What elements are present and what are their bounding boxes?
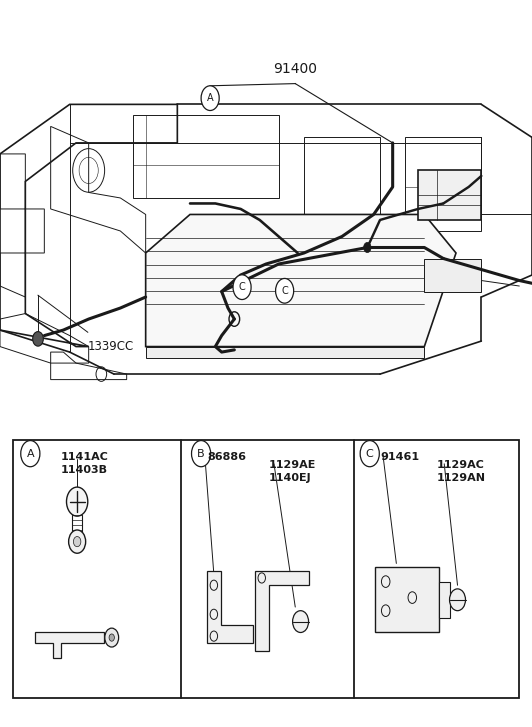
Polygon shape [146, 214, 456, 347]
Text: C: C [366, 449, 373, 459]
Circle shape [450, 589, 466, 611]
Text: 91400: 91400 [273, 63, 317, 76]
Polygon shape [207, 571, 253, 643]
Text: C: C [239, 282, 245, 292]
Text: C: C [281, 286, 288, 296]
Polygon shape [439, 582, 450, 618]
Text: 1129AE
1140EJ: 1129AE 1140EJ [269, 460, 316, 483]
Polygon shape [146, 347, 425, 358]
Circle shape [21, 441, 40, 467]
Text: 86886: 86886 [207, 452, 246, 462]
Polygon shape [375, 567, 439, 632]
Text: 1339CC: 1339CC [88, 340, 134, 353]
Circle shape [105, 628, 119, 647]
Text: A: A [207, 93, 213, 103]
Polygon shape [255, 571, 309, 651]
Circle shape [73, 537, 81, 547]
Circle shape [192, 441, 211, 467]
Circle shape [69, 530, 86, 553]
Polygon shape [425, 259, 481, 292]
Text: 1129AC
1129AN: 1129AC 1129AN [436, 460, 485, 483]
Circle shape [276, 278, 294, 303]
Circle shape [109, 634, 114, 641]
Text: 91461: 91461 [380, 452, 420, 462]
Polygon shape [418, 170, 481, 220]
Text: 1141AC
11403B: 1141AC 11403B [61, 452, 109, 475]
Text: A: A [27, 449, 34, 459]
Circle shape [32, 332, 43, 346]
Circle shape [360, 441, 379, 467]
Circle shape [363, 242, 371, 252]
Circle shape [201, 86, 219, 111]
Circle shape [233, 275, 251, 300]
Text: B: B [197, 449, 205, 459]
Polygon shape [35, 632, 104, 658]
Bar [13, 440, 519, 698]
Circle shape [293, 611, 309, 632]
Circle shape [66, 487, 88, 516]
